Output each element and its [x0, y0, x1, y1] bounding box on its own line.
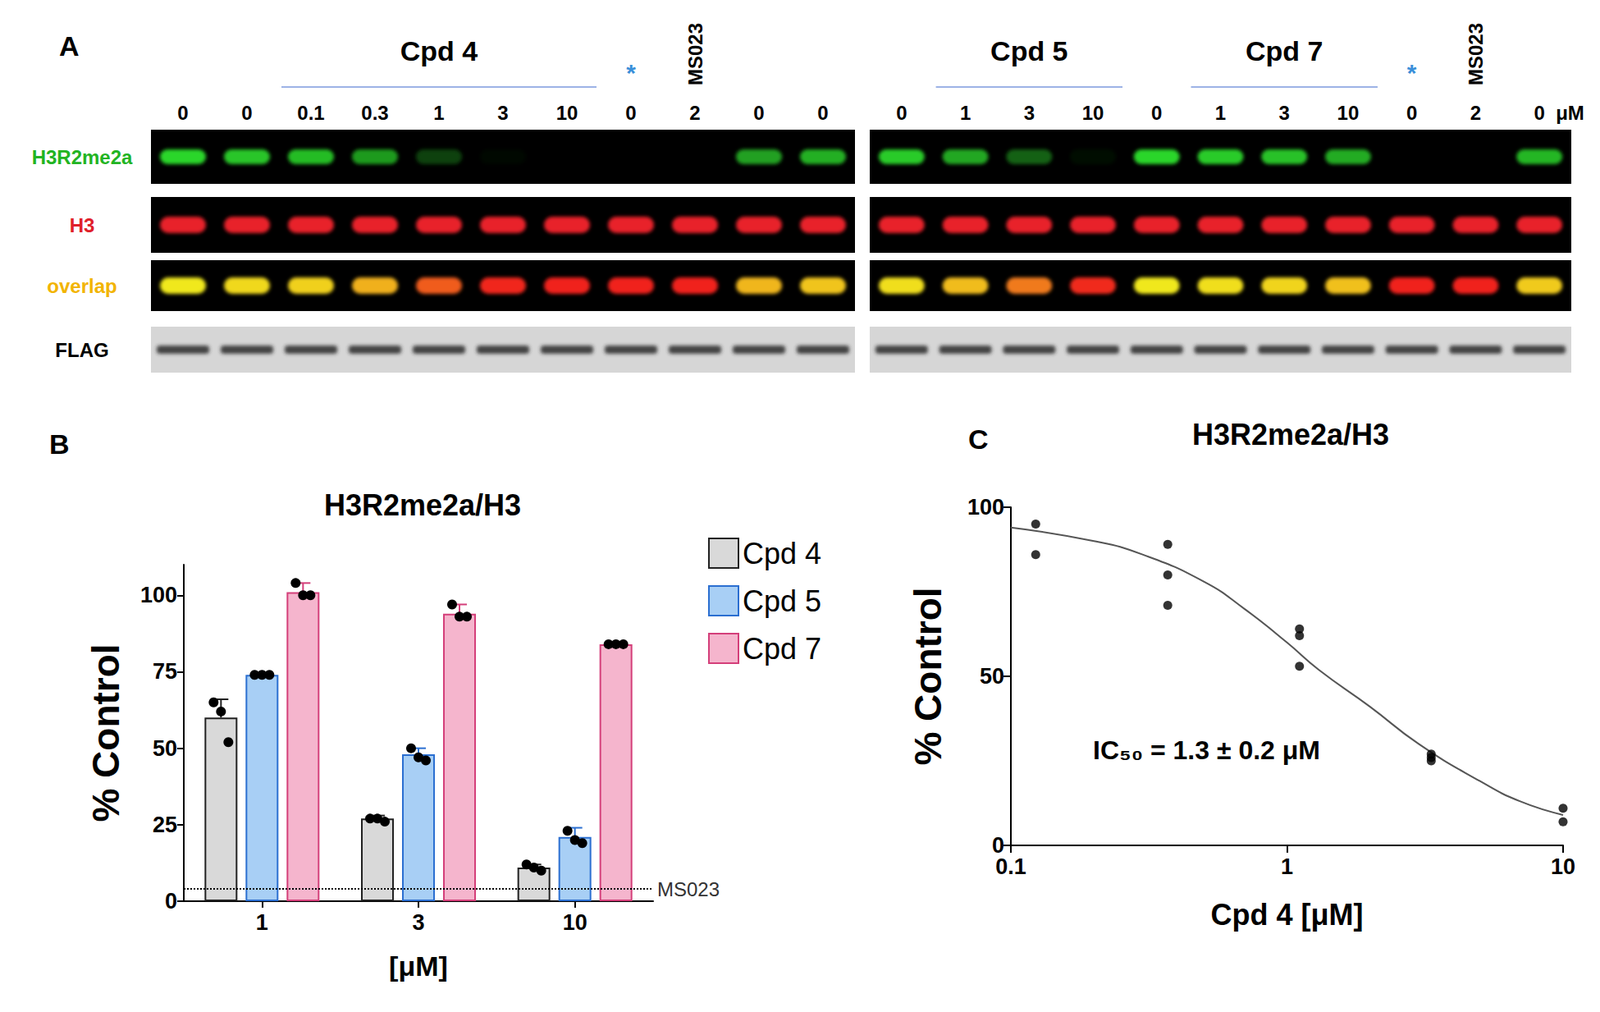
- svg-text:0.3: 0.3: [361, 101, 389, 124]
- svg-text:3: 3: [1024, 101, 1035, 124]
- svg-text:1: 1: [256, 909, 269, 935]
- svg-text:MS023: MS023: [1464, 22, 1487, 86]
- html-text:C: C: [968, 423, 989, 455]
- svg-text:3: 3: [411, 909, 425, 935]
- svg-text:MS023: MS023: [684, 22, 707, 86]
- svg-text:2: 2: [1470, 101, 1482, 124]
- svg-text:MS023: MS023: [657, 877, 720, 901]
- svg-text:2: 2: [689, 101, 700, 124]
- svg-text:0: 0: [1151, 101, 1162, 124]
- svg-text:10: 10: [556, 101, 579, 124]
- svg-text:0: 0: [896, 101, 907, 124]
- svg-text:10: 10: [1550, 854, 1576, 879]
- svg-text:1: 1: [433, 101, 444, 124]
- svg-text:Cpd 5: Cpd 5: [742, 584, 822, 618]
- svg-text:0: 0: [625, 101, 636, 124]
- svg-text:Cpd 7: Cpd 7: [1245, 35, 1323, 67]
- svg-text:0: 0: [817, 101, 828, 124]
- svg-text:H3R2me2a: H3R2me2a: [32, 146, 133, 169]
- svg-text:Cpd 4: Cpd 4: [742, 536, 822, 571]
- svg-text:0: 0: [241, 101, 252, 124]
- svg-text:overlap: overlap: [46, 274, 117, 298]
- svg-text:% Control: % Control: [84, 643, 128, 822]
- svg-text:0.1: 0.1: [995, 854, 1027, 879]
- svg-text:IC₅₀ = 1.3 ± 0.2 μM: IC₅₀ = 1.3 ± 0.2 μM: [1092, 735, 1321, 765]
- svg-text:3: 3: [497, 101, 508, 124]
- svg-text:0: 0: [1533, 101, 1545, 124]
- svg-text:25: 25: [152, 812, 178, 837]
- svg-text:Cpd 4 [μM]: Cpd 4 [μM]: [1211, 897, 1364, 932]
- svg-text:Cpd 4: Cpd 4: [400, 35, 479, 67]
- svg-text:75: 75: [152, 658, 178, 684]
- svg-text:μM: μM: [1555, 101, 1585, 124]
- svg-text:1: 1: [1215, 101, 1226, 124]
- svg-text:3: 3: [1279, 101, 1290, 124]
- svg-text:FLAG: FLAG: [54, 338, 109, 362]
- svg-text:0.1: 0.1: [297, 101, 325, 124]
- svg-text:1: 1: [960, 101, 971, 124]
- svg-text:0: 0: [992, 832, 1005, 858]
- svg-text:% Control: % Control: [906, 586, 950, 765]
- svg-text:100: 100: [967, 494, 1005, 520]
- svg-text:*: *: [626, 59, 636, 87]
- svg-text:50: 50: [152, 736, 178, 761]
- svg-text:10: 10: [562, 909, 588, 935]
- svg-text:0: 0: [177, 101, 188, 124]
- svg-text:H3: H3: [69, 214, 96, 237]
- svg-text:10: 10: [1082, 101, 1105, 124]
- svg-text:0: 0: [1406, 101, 1418, 124]
- svg-text:100: 100: [140, 582, 178, 608]
- svg-text:H3R2me2a/H3: H3R2me2a/H3: [1192, 417, 1390, 452]
- svg-text:[μM]: [μM]: [388, 950, 448, 982]
- svg-text:H3R2me2a/H3: H3R2me2a/H3: [324, 488, 522, 522]
- svg-text:*: *: [1407, 59, 1418, 87]
- svg-text:A: A: [59, 30, 80, 62]
- svg-text:1: 1: [1280, 854, 1294, 879]
- svg-text:Cpd 7: Cpd 7: [742, 631, 822, 666]
- html-text:B: B: [49, 428, 70, 460]
- svg-text:50: 50: [979, 663, 1005, 689]
- svg-text:Cpd 5: Cpd 5: [990, 35, 1068, 67]
- svg-text:10: 10: [1337, 101, 1360, 124]
- svg-text:0: 0: [753, 101, 764, 124]
- svg-text:0: 0: [164, 888, 178, 914]
